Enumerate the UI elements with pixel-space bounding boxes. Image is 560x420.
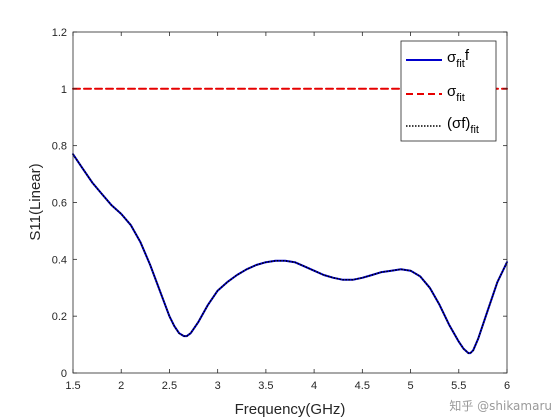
legend-entry-3: (σf)fit <box>447 115 479 136</box>
series-layer <box>72 87 508 355</box>
legend-entry-2: σfit <box>447 83 465 104</box>
legend-entry-1: σfitf <box>447 47 470 70</box>
x-tick-label: 4 <box>311 380 317 392</box>
y-tick-label: 0.8 <box>52 141 67 153</box>
x-tick-label: 4.5 <box>355 380 370 392</box>
x-tick-label: 1.5 <box>65 380 80 392</box>
y-tick-label: 1.2 <box>52 27 67 39</box>
y-tick-label: 0.6 <box>52 198 67 210</box>
x-tick-label: 2.5 <box>162 380 177 392</box>
x-tick-label: 5.5 <box>451 380 466 392</box>
x-tick-label: 5 <box>407 380 413 392</box>
series-line-3 <box>72 153 508 354</box>
x-tick-label: 2 <box>118 380 124 392</box>
y-axis: 0 0.2 0.4 0.6 0.8 1 1.2 <box>52 27 507 380</box>
x-tick-label: 3 <box>215 380 221 392</box>
watermark: 知乎 @shikamaru <box>449 399 552 413</box>
x-tick-label: 6 <box>504 380 510 392</box>
y-tick-label: 0.4 <box>52 254 67 266</box>
x-tick-label: 3.5 <box>258 380 273 392</box>
y-tick-label: 0 <box>61 368 67 380</box>
legend: σfitf σfit (σf)fit <box>400 40 497 142</box>
legend-box <box>400 40 497 142</box>
y-tick-label: 0.2 <box>52 311 67 323</box>
y-tick-label: 1 <box>61 84 67 96</box>
y-axis-label: S11(Linear) <box>27 163 44 240</box>
x-axis-label: Frequency(GHz) <box>235 401 346 418</box>
x-axis: 1.5 2 2.5 3 3.5 4 4.5 5 5.5 6 <box>65 32 510 392</box>
